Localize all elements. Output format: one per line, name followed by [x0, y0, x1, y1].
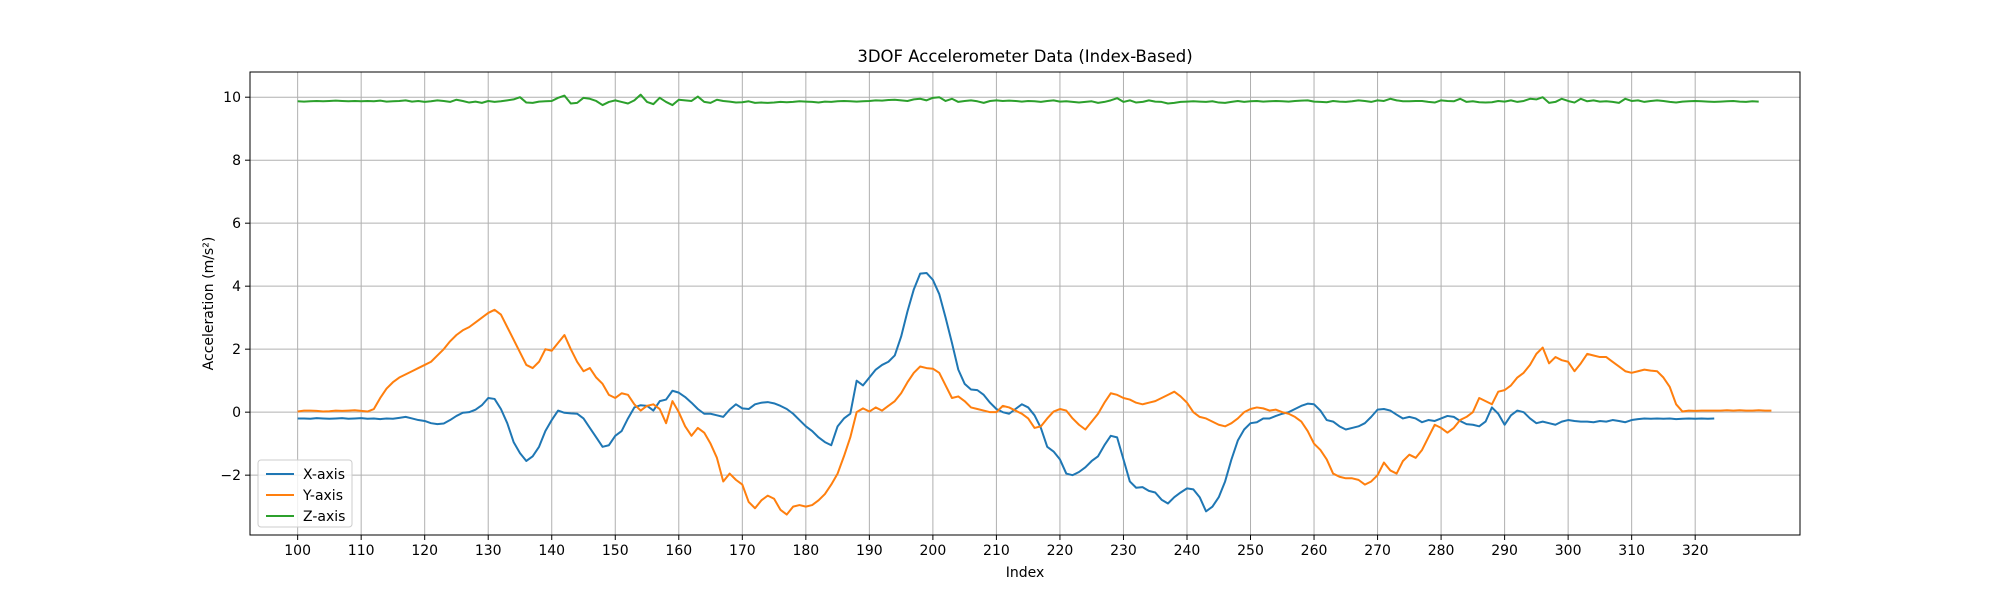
- legend-label: X-axis: [303, 467, 345, 483]
- y-tick-label: 8: [232, 153, 241, 169]
- x-tick-label: 180: [792, 543, 819, 559]
- x-tick-label: 260: [1301, 543, 1328, 559]
- x-tick-label: 270: [1364, 543, 1391, 559]
- x-tick-label: 200: [920, 543, 947, 559]
- x-tick-label: 110: [348, 543, 375, 559]
- x-tick-label: 250: [1237, 543, 1264, 559]
- series-lines: [297, 93, 1772, 516]
- x-tick-label: 160: [665, 543, 692, 559]
- x-axis-ticks: 100 110 120 130 140 150 160 170 180 190 200 210 220 2…: [284, 535, 1709, 559]
- x-tick-label: 100: [284, 543, 311, 559]
- x-tick-label: 220: [1047, 543, 1074, 559]
- x-tick-label: 130: [475, 543, 502, 559]
- x-tick-label: 170: [729, 543, 756, 559]
- x-tick-label: 190: [856, 543, 883, 559]
- plot-frame: [249, 71, 1801, 536]
- x-tick-label: 150: [602, 543, 629, 559]
- legend: X-axis Y-axis Z-axis: [257, 459, 353, 528]
- x-tick-label: 210: [983, 543, 1010, 559]
- y-axis-label: Acceleration (m/s²): [201, 237, 217, 371]
- legend-box: [257, 459, 353, 528]
- x-tick-label: 230: [1110, 543, 1137, 559]
- x-tick-label: 120: [411, 543, 438, 559]
- y-tick-label: 0: [232, 405, 241, 421]
- y-tick-label: −2: [220, 468, 241, 484]
- chart-title: 3DOF Accelerometer Data (Index-Based): [857, 47, 1192, 66]
- x-tick-label: 310: [1618, 543, 1645, 559]
- y-tick-label: 10: [223, 90, 241, 106]
- x-axis-label: Index: [1006, 565, 1045, 581]
- y-tick-label: 4: [232, 279, 241, 295]
- series-line-z-axis: [297, 93, 1759, 107]
- x-tick-label: 290: [1491, 543, 1518, 559]
- x-tick-label: 140: [538, 543, 565, 559]
- x-tick-label: 320: [1682, 543, 1709, 559]
- series-line-y-axis: [297, 308, 1772, 516]
- legend-label: Z-axis: [303, 509, 345, 525]
- legend-label: Y-axis: [302, 488, 343, 504]
- y-tick-label: 2: [232, 342, 241, 358]
- x-tick-label: 300: [1555, 543, 1582, 559]
- x-tick-label: 280: [1428, 543, 1455, 559]
- series-line-x-axis: [297, 271, 1715, 513]
- x-tick-label: 240: [1174, 543, 1201, 559]
- y-axis-ticks: −2 0 2 4 6 8 10: [220, 90, 250, 484]
- y-tick-label: 6: [232, 216, 241, 232]
